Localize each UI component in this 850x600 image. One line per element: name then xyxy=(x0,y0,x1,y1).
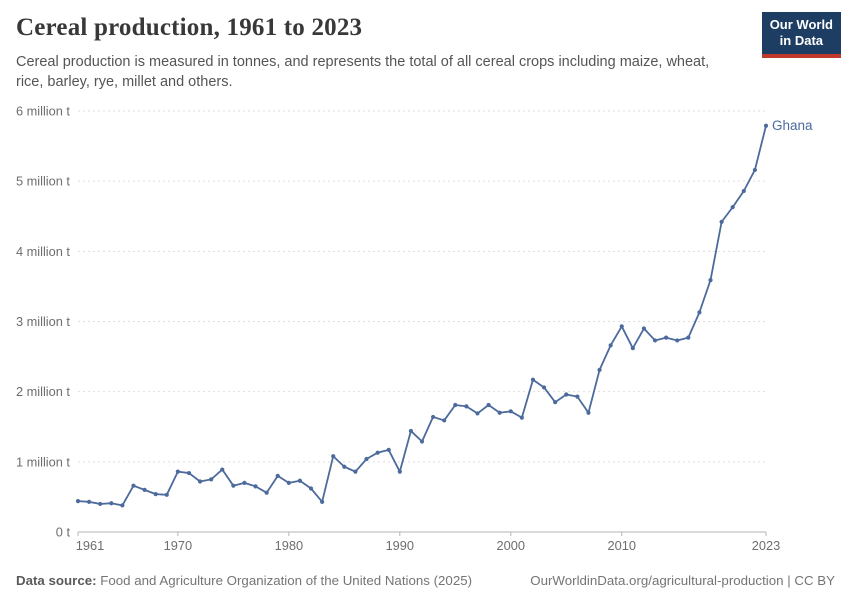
x-axis-tick-label: 2000 xyxy=(497,538,525,553)
data-point-1982[interactable] xyxy=(308,486,314,491)
data-source-note: Data source: Food and Agriculture Organi… xyxy=(16,573,472,588)
y-axis-tick-label: 0 t xyxy=(56,525,71,540)
x-axis-tick-label: 2010 xyxy=(608,538,636,553)
data-point-1978[interactable] xyxy=(264,490,269,495)
data-point-1971[interactable] xyxy=(186,470,192,476)
data-point-1984[interactable] xyxy=(331,454,336,459)
data-point-1969[interactable] xyxy=(164,492,169,497)
data-point-2006[interactable] xyxy=(575,394,580,399)
data-point-2016[interactable] xyxy=(686,335,691,340)
page-title: Cereal production, 1961 to 2023 xyxy=(16,14,363,41)
x-axis-tick-label: 1970 xyxy=(164,538,192,553)
ghana-series-line[interactable] xyxy=(77,125,767,507)
data-point-1996[interactable] xyxy=(464,404,469,409)
owid-logo-line2: in Data xyxy=(779,33,824,49)
data-point-2008[interactable] xyxy=(597,367,602,373)
data-point-2015[interactable] xyxy=(675,338,680,343)
owid-logo-line1: Our World xyxy=(769,17,833,32)
data-point-2001[interactable] xyxy=(519,415,524,420)
data-point-1962[interactable] xyxy=(86,499,92,504)
data-point-1992[interactable] xyxy=(419,439,425,444)
data-point-1980[interactable] xyxy=(286,480,291,485)
data-point-1967[interactable] xyxy=(142,487,147,492)
data-point-2007[interactable] xyxy=(586,410,591,415)
data-point-1997[interactable] xyxy=(475,411,480,416)
y-axis-tick-label: 5 million t xyxy=(16,174,70,189)
owid-logo[interactable]: Our World in Data xyxy=(761,12,841,58)
data-point-1961[interactable] xyxy=(75,499,81,504)
data-point-1972[interactable] xyxy=(197,479,203,484)
data-point-1964[interactable] xyxy=(109,501,114,506)
data-point-1990[interactable] xyxy=(397,469,402,474)
data-point-1966[interactable] xyxy=(131,483,136,488)
x-axis-tick-label: 1990 xyxy=(386,538,414,553)
data-point-1999[interactable] xyxy=(497,410,502,415)
data-point-2002[interactable] xyxy=(530,377,536,382)
data-point-1995[interactable] xyxy=(453,402,458,408)
owid-url-license[interactable]: OurWorldinData.org/agricultural-producti… xyxy=(530,573,835,588)
data-point-1974[interactable] xyxy=(220,467,225,472)
data-point-2005[interactable] xyxy=(564,392,569,397)
data-point-1973[interactable] xyxy=(209,477,214,482)
data-point-2019[interactable] xyxy=(719,219,724,224)
data-point-2017[interactable] xyxy=(697,310,702,315)
series-end-label-ghana[interactable]: Ghana xyxy=(772,118,813,133)
data-point-1965[interactable] xyxy=(120,503,125,508)
y-axis-tick-label: 4 million t xyxy=(16,244,70,259)
data-point-1998[interactable] xyxy=(486,402,491,408)
data-point-1993[interactable] xyxy=(430,414,436,420)
data-point-2018[interactable] xyxy=(708,278,713,283)
data-point-2000[interactable] xyxy=(508,409,513,414)
data-source-text: Food and Agriculture Organization of the… xyxy=(96,573,473,588)
data-point-1987[interactable] xyxy=(364,456,369,462)
data-point-1985[interactable] xyxy=(342,464,347,469)
data-point-2013[interactable] xyxy=(652,338,658,343)
data-point-1976[interactable] xyxy=(242,480,247,485)
data-point-1981[interactable] xyxy=(297,478,303,483)
data-point-2014[interactable] xyxy=(664,335,669,340)
data-point-1970[interactable] xyxy=(175,469,180,474)
data-point-2022[interactable] xyxy=(752,167,758,173)
data-point-1994[interactable] xyxy=(442,418,447,423)
data-point-1975[interactable] xyxy=(231,483,236,488)
y-axis-tick-label: 2 million t xyxy=(16,384,70,399)
data-point-2003[interactable] xyxy=(541,385,547,390)
data-point-1979[interactable] xyxy=(275,473,280,478)
data-point-1983[interactable] xyxy=(320,499,325,504)
x-axis-tick-label: 2023 xyxy=(752,538,780,553)
data-point-1986[interactable] xyxy=(353,469,358,474)
data-point-2004[interactable] xyxy=(553,400,558,405)
x-axis-tick-label: 1961 xyxy=(76,538,104,553)
data-point-1963[interactable] xyxy=(98,501,103,507)
data-point-2023[interactable] xyxy=(763,123,769,128)
y-axis-tick-label: 6 million t xyxy=(16,104,70,119)
data-source-label: Data source: xyxy=(16,573,97,588)
y-axis-tick-label: 3 million t xyxy=(16,314,70,329)
data-point-1977[interactable] xyxy=(253,484,258,489)
data-point-1989[interactable] xyxy=(386,447,391,453)
data-point-1988[interactable] xyxy=(375,450,380,455)
data-point-2009[interactable] xyxy=(608,343,613,348)
data-point-2011[interactable] xyxy=(630,346,635,351)
x-axis-tick-label: 1980 xyxy=(275,538,303,553)
data-point-2010[interactable] xyxy=(619,324,624,329)
data-point-1991[interactable] xyxy=(408,428,414,434)
data-point-1968[interactable] xyxy=(153,492,158,497)
data-point-2021[interactable] xyxy=(741,188,746,194)
data-point-2020[interactable] xyxy=(730,205,735,210)
chart-subtitle: Cereal production is measured in tonnes,… xyxy=(16,54,710,91)
data-point-2012[interactable] xyxy=(641,326,647,331)
y-axis-tick-label: 1 million t xyxy=(16,454,70,469)
